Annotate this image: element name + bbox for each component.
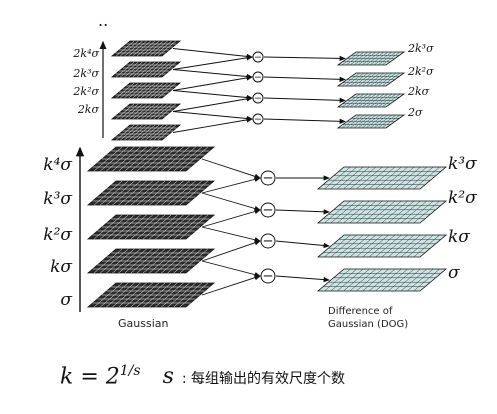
small-arrow-to-dog (263, 97, 346, 104)
small-dog-label: 2k²σ (407, 65, 434, 78)
svg-text:−: − (262, 269, 273, 284)
dog-caption-line2: Gaussian (DOG) (328, 319, 408, 330)
small-arrow-upper (172, 48, 253, 60)
top-dots: .. (98, 11, 108, 30)
large-gaussian-layer (86, 282, 216, 308)
large-arrow-lower (201, 275, 261, 296)
large-arrow-to-dog (275, 209, 330, 215)
small-gaussian-label: 2kσ (77, 103, 100, 116)
large-gaussian-label: k⁴σ (43, 155, 72, 175)
large-minus-node: − (260, 202, 276, 218)
small-arrow-lower (172, 55, 253, 70)
small-gaussian-label: 2k³σ (72, 67, 99, 80)
small-gaussian-layer (110, 103, 182, 120)
large-arrow-to-dog (275, 240, 330, 249)
small-minus-node: − (252, 92, 264, 104)
large-gaussian-label: k²σ (43, 225, 72, 245)
large-arrow-upper (201, 158, 261, 179)
large-dog-label: k³σ (448, 154, 477, 174)
small-arrow-lower (172, 117, 253, 133)
large-dog-label: k²σ (448, 188, 477, 208)
large-dog-label: σ (448, 263, 460, 283)
large-arrow-lower (201, 208, 261, 228)
small-dog-label: 2kσ (407, 85, 430, 98)
formula-description: : 每组输出的有效尺度个数 (181, 371, 346, 388)
formula-equation: k = 21/s (60, 363, 141, 390)
small-dog-layer (336, 51, 406, 66)
large-dog-layer (316, 200, 448, 224)
large-dog-label: kσ (448, 227, 470, 247)
small-gaussian-label: 2k²σ (72, 85, 99, 98)
svg-text:−: − (254, 114, 262, 125)
small-dog-label: 2k³σ (407, 42, 434, 55)
formula-line: k = 21/s s : 每组输出的有效尺度个数 (60, 363, 490, 403)
small-gaussian-layer (110, 61, 182, 78)
small-minus-node: − (252, 51, 264, 63)
small-gaussian-label: 2k⁴σ (72, 47, 99, 60)
small-arrow-upper (172, 90, 253, 101)
large-minus-node: − (260, 233, 276, 249)
small-arrow-to-dog (263, 118, 346, 125)
large-minus-node: − (260, 170, 276, 186)
gaussian-caption: Gaussian (118, 317, 168, 330)
large-arrow-lower (201, 240, 261, 262)
small-dog-layer (336, 93, 406, 108)
large-arrow-upper (201, 192, 261, 212)
large-dog-layer (316, 166, 448, 190)
large-gaussian-layer (86, 248, 216, 274)
large-gaussian-label: kσ (50, 257, 72, 277)
large-gaussian-label: k³σ (43, 189, 72, 209)
large-arrow-upper (201, 226, 261, 243)
small-gaussian-layer (110, 40, 182, 57)
small-dog-label: 2σ (407, 106, 423, 119)
large-arrow-lower (201, 176, 261, 194)
large-gaussian-layer (86, 146, 216, 172)
small-minus-node: − (252, 71, 264, 83)
large-gaussian-layer (86, 214, 216, 240)
svg-text:−: − (262, 234, 273, 249)
large-arrow-to-dog (275, 275, 330, 283)
small-minus-node: − (252, 113, 264, 125)
formula-exponent: 1/s (119, 363, 141, 379)
small-dog-layer (336, 114, 406, 129)
svg-text:−: − (254, 52, 262, 63)
small-arrow-lower (172, 96, 253, 112)
dog-caption-line1: Difference of (328, 306, 393, 317)
small-gaussian-layer (110, 82, 182, 99)
small-arrow-to-dog (263, 76, 346, 83)
small-arrow-upper (172, 111, 253, 122)
small-gaussian-layer (110, 124, 182, 141)
large-gaussian-label: σ (60, 290, 72, 310)
large-gaussian-layer (86, 180, 216, 206)
large-minus-node: − (260, 268, 276, 284)
small-arrow-lower (172, 75, 253, 91)
svg-text:−: − (254, 93, 262, 104)
svg-text:−: − (262, 171, 273, 186)
formula-variable: s (162, 364, 174, 390)
svg-text:−: − (262, 203, 273, 218)
svg-text:−: − (254, 72, 262, 83)
large-dog-layer (316, 268, 448, 292)
large-arrow-upper (201, 260, 261, 278)
large-dog-layer (316, 234, 448, 258)
small-arrow-to-dog (263, 55, 346, 62)
small-arrow-upper (172, 69, 253, 80)
small-dog-layer (336, 72, 406, 87)
